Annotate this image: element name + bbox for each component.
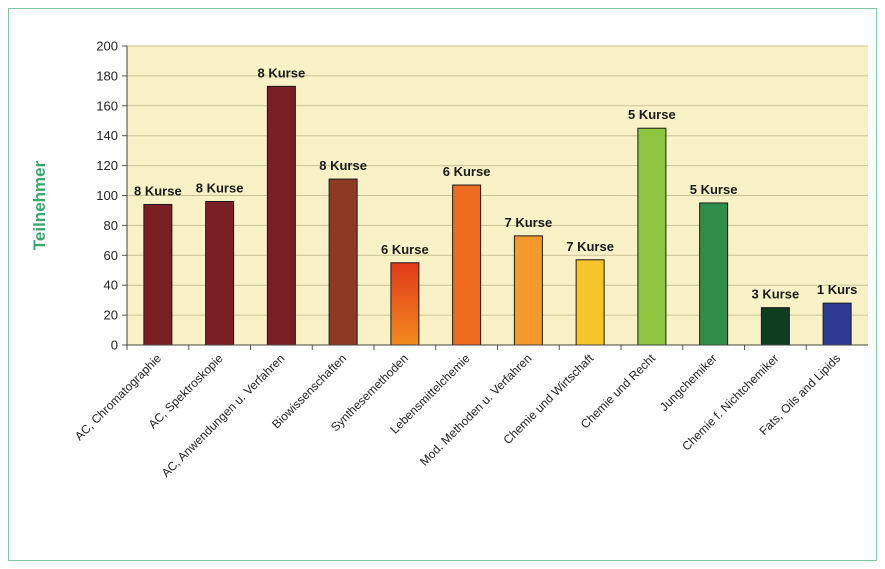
data-label: 7 Kurse <box>566 239 614 254</box>
chart-frame: 0 20 40 60 80 100 120 140 160 180 200 8 Kurse 8 Kur… <box>8 8 877 561</box>
gridlines <box>127 45 868 316</box>
x-category-label: Jungchemiker <box>657 351 720 414</box>
y-tick-label: 100 <box>96 188 118 203</box>
data-label: 6 Kurse <box>381 242 429 257</box>
bar <box>328 178 358 346</box>
data-label: 8 Kurse <box>258 65 306 80</box>
data-label: 8 Kurse <box>319 158 367 173</box>
bar <box>390 262 420 346</box>
x-category-label: AC, Chromatographie <box>72 351 164 443</box>
data-label: 5 Kurse <box>628 107 676 122</box>
data-label: 8 Kurse <box>134 183 182 198</box>
y-tick-label: 60 <box>104 248 118 263</box>
y-tick-label: 120 <box>96 158 118 173</box>
data-label: 6 Kurse <box>443 164 491 179</box>
y-tick-label: 160 <box>96 98 118 113</box>
y-tick-label: 140 <box>96 128 118 143</box>
bar <box>575 259 605 346</box>
y-tick-label: 180 <box>96 68 118 83</box>
bars <box>143 85 852 346</box>
y-axis-ticks: 0 20 40 60 80 100 120 140 160 180 200 <box>96 39 127 353</box>
bar <box>266 85 296 346</box>
bar <box>452 184 482 346</box>
bar <box>513 235 543 346</box>
data-label: 1 Kurs <box>817 282 857 297</box>
y-tick-label: 80 <box>104 218 118 233</box>
bar <box>760 307 790 346</box>
x-category-label: AC, Anwendungen u. Verfahren <box>159 351 288 480</box>
bar <box>205 200 235 346</box>
data-label: 5 Kurse <box>690 182 738 197</box>
bar <box>637 127 667 346</box>
y-tick-label: 40 <box>104 278 118 293</box>
data-labels: 8 Kurse 8 Kurse 8 Kurse 8 Kurse 6 Kurse 6 Kur… <box>134 65 857 301</box>
y-tick-label: 0 <box>111 338 118 353</box>
data-label: 8 Kurse <box>196 180 244 195</box>
y-tick-label: 20 <box>104 308 118 323</box>
y-tick-label: 200 <box>96 39 118 54</box>
bar <box>699 202 729 346</box>
data-label: 7 Kurse <box>505 215 553 230</box>
y-axis-label: Teilnehmer <box>30 160 49 250</box>
x-category-label: Mod. Methoden u. Verfahren <box>417 351 534 468</box>
data-label: 3 Kurse <box>752 287 800 302</box>
bar <box>143 203 173 346</box>
bar <box>822 302 852 346</box>
